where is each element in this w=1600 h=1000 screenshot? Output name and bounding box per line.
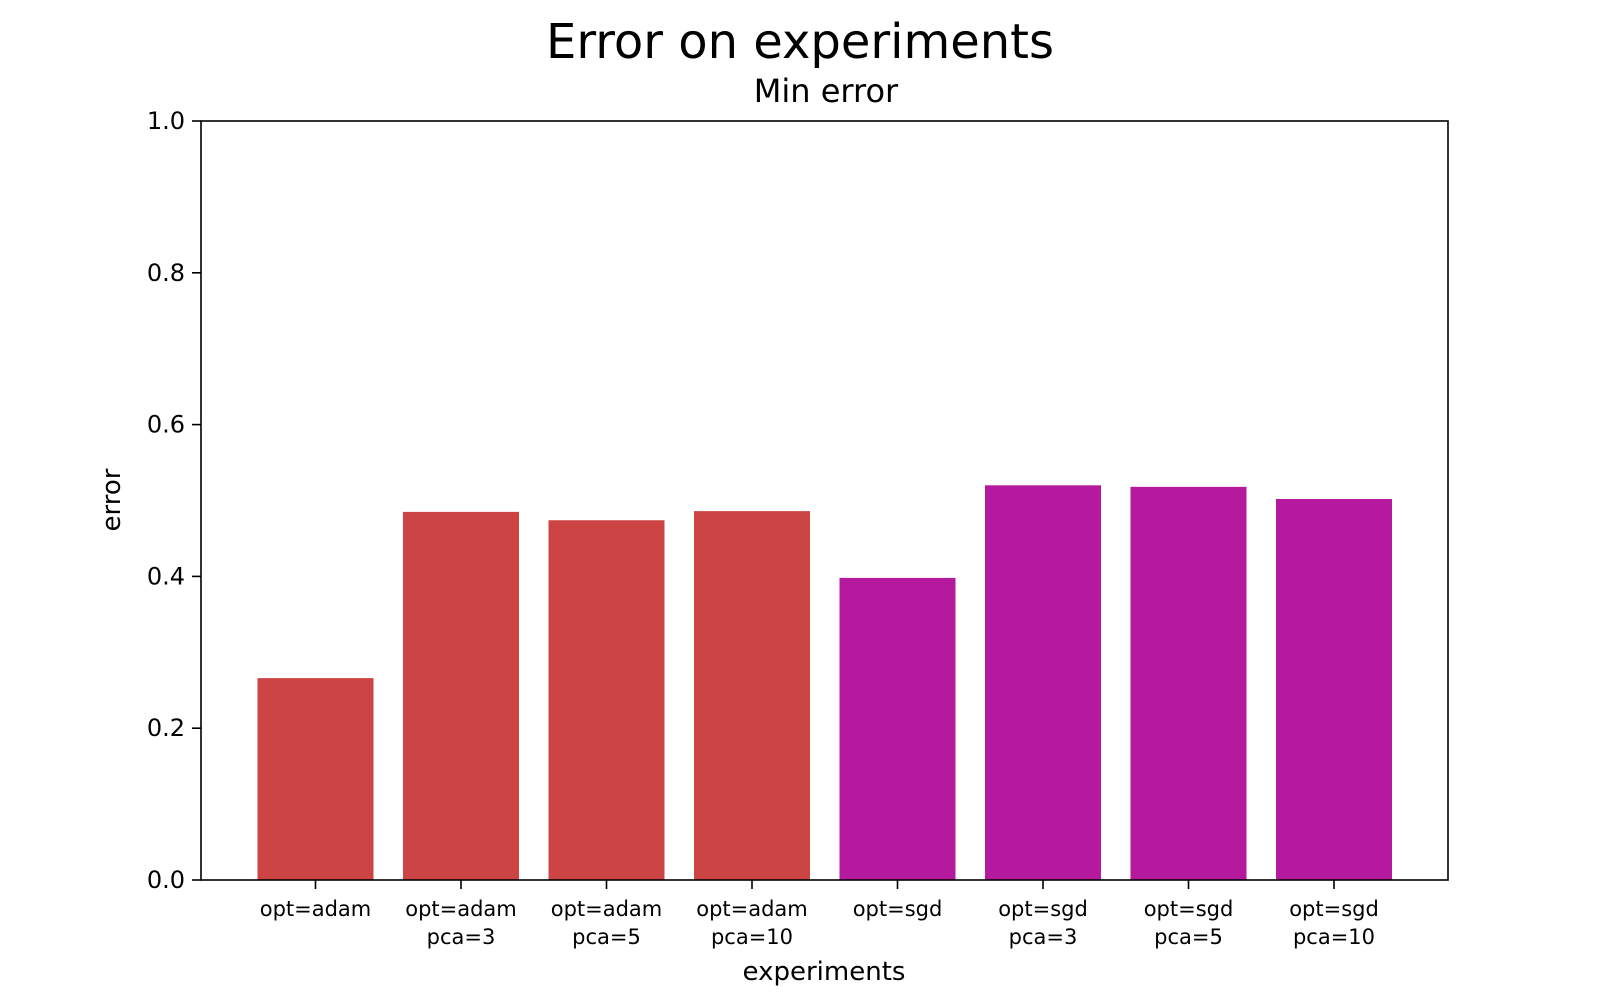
x-axis-label: experiments (743, 957, 906, 987)
bar (403, 511, 519, 880)
plot-area: 0.0 0.2 0.4 0.6 0.8 1.0 opt=adam opt=adam pca=3 o… (147, 107, 1392, 949)
y-tick-label: 0.6 (147, 411, 185, 439)
plot-frame (200, 120, 1449, 881)
x-tick-label: opt=sgd pca=10 (1289, 897, 1379, 949)
x-tick-label: opt=sgd pca=5 (1144, 897, 1234, 949)
x-tick-label: opt=adam pca=3 (405, 897, 517, 949)
bar (985, 485, 1101, 880)
bar (1130, 486, 1247, 880)
bar (257, 678, 374, 880)
y-tick-label: 0.2 (147, 714, 185, 742)
chart-title: Error on experiments (546, 14, 1054, 70)
y-tick-label: 1.0 (147, 107, 185, 135)
chart-subtitle: Min error (754, 72, 899, 110)
y-axis-label: error (97, 468, 127, 531)
y-tick-label: 0.0 (147, 866, 185, 894)
x-tick-label: opt=sgd (853, 897, 943, 921)
y-tick-label: 0.4 (147, 562, 185, 590)
x-tick-label: opt=adam pca=10 (696, 897, 808, 949)
x-tick-label: opt=adam pca=5 (551, 897, 663, 949)
bar (839, 577, 956, 880)
bar (1276, 498, 1392, 880)
y-tick-label: 0.8 (147, 259, 185, 287)
x-tick-label: opt=sgd pca=3 (998, 897, 1088, 949)
x-tick-label: opt=adam (260, 897, 372, 921)
bar (548, 520, 665, 880)
bar (694, 511, 810, 880)
